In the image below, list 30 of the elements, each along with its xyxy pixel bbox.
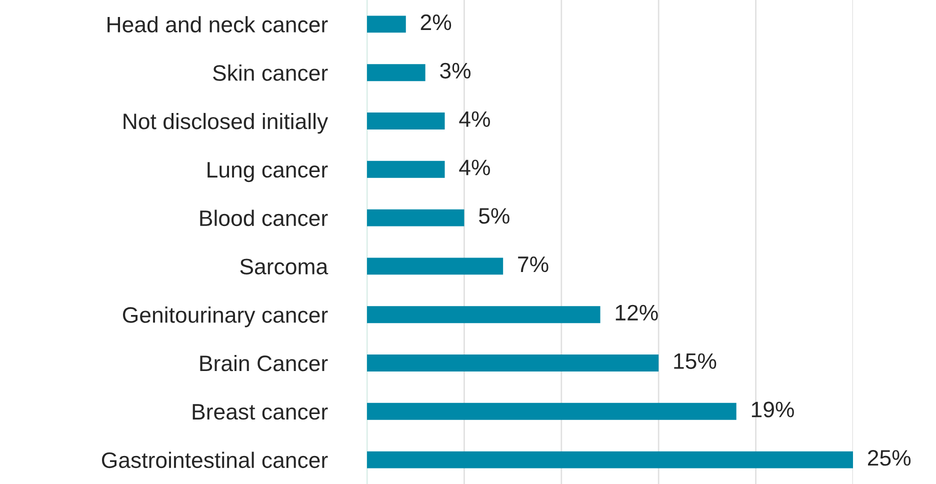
data-label: 7% [518,256,548,272]
y-tick-label: Skin cancer [213,64,328,81]
data-label: 2% [420,14,452,30]
y-tick-label: Breast cancer [192,404,328,420]
y-tick-label: Not disclosed initially [124,112,328,134]
bar [367,354,659,372]
data-label: 12% [616,304,658,320]
bar [367,16,406,33]
y-tick-label: Lung cancer [208,162,328,182]
bar [367,112,445,130]
bar [367,209,464,226]
y-tick-label: Head and neck cancer [108,16,328,32]
data-label: 15% [674,353,716,369]
data-label: 19% [752,402,794,418]
bar [367,258,504,275]
data-label: 4% [459,160,490,176]
bar [367,402,736,420]
y-tick-label: Blood cancer [200,210,328,226]
data-label: 4% [459,111,490,127]
data-label: 25% [868,450,911,466]
data-label: 5% [478,208,510,224]
bar [367,160,445,178]
bar [367,306,600,324]
y-tick-label: Sarcoma [240,258,328,274]
bar [367,64,426,82]
y-tick-label: Genitourinary cancer [122,306,328,328]
bar [367,451,853,468]
data-label: 3% [440,62,471,79]
y-tick-label: Gastrointestinal cancer [102,452,328,468]
y-tick-label: Brain Cancer [200,354,328,372]
